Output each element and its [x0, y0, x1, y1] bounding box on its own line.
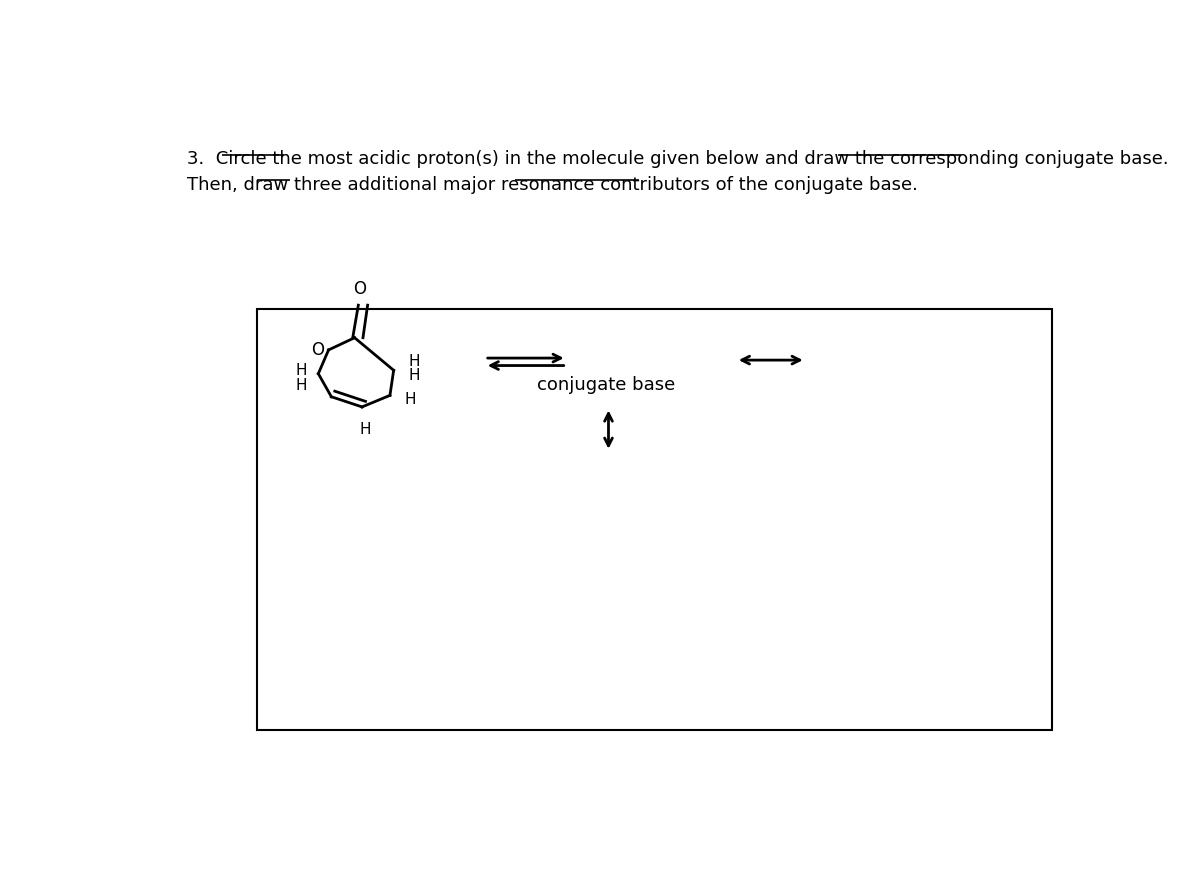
Text: O: O	[353, 280, 366, 299]
Text: H: H	[408, 354, 420, 369]
Text: H: H	[408, 368, 420, 383]
Text: conjugate base: conjugate base	[536, 376, 674, 394]
Bar	[257, 309, 1052, 729]
Text: 3.  Circle the most acidic proton(s) in the molecule given below and draw the co: 3. Circle the most acidic proton(s) in t…	[187, 150, 1169, 167]
Text: O: O	[311, 341, 324, 359]
Text: H: H	[359, 422, 371, 437]
Text: H: H	[404, 392, 416, 407]
Text: Then, draw three additional major resonance contributors of the conjugate base.: Then, draw three additional major resona…	[187, 175, 918, 194]
Text: H: H	[295, 363, 307, 378]
Text: H: H	[295, 378, 307, 394]
